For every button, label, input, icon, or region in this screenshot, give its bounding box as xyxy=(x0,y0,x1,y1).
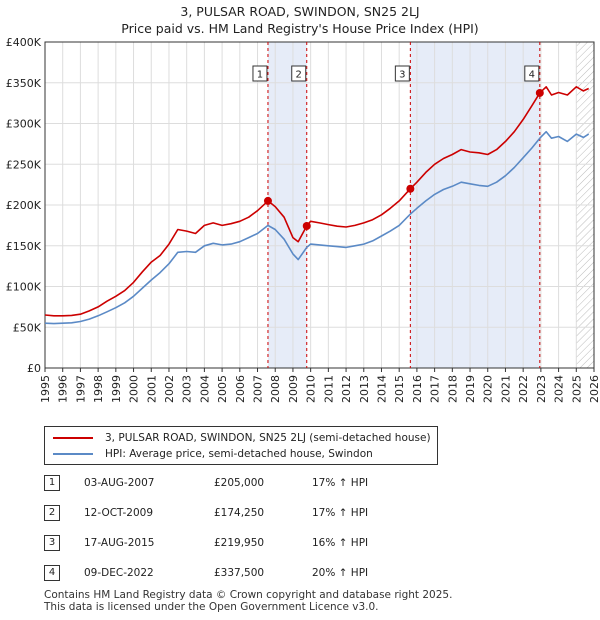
x-tick-label: 2008 xyxy=(269,375,282,403)
sale-label: 1 xyxy=(257,70,263,81)
x-tick-label: 2012 xyxy=(340,375,353,403)
x-tick-label: 2024 xyxy=(553,375,566,403)
x-tick-label: 2007 xyxy=(252,375,265,403)
x-tick-label: 2004 xyxy=(198,375,211,403)
table-row: 3 17-AUG-2015 £219,950 16% ↑ HPI xyxy=(0,535,600,555)
x-tick-label: 2023 xyxy=(535,375,548,403)
y-tick-label: £250K xyxy=(6,158,42,171)
sale-price: £219,950 xyxy=(214,537,265,549)
chart-subtitle: Price paid vs. HM Land Registry's House … xyxy=(121,21,479,36)
footer: Contains HM Land Registry data © Crown c… xyxy=(44,589,452,613)
x-tick-label: 2018 xyxy=(446,375,459,403)
y-tick-label: £400K xyxy=(6,36,42,49)
x-tick-label: 2001 xyxy=(145,375,158,403)
x-tick-label: 2005 xyxy=(216,375,229,403)
sale-date: 03-AUG-2007 xyxy=(84,477,155,489)
sale-hpi: 17% ↑ HPI xyxy=(312,507,369,519)
x-tick-label: 1999 xyxy=(110,375,123,403)
hpi-line xyxy=(44,130,590,325)
sale-hpi: 16% ↑ HPI xyxy=(312,537,369,549)
sale-number: 3 xyxy=(44,535,60,551)
legend-label-price: 3, PULSAR ROAD, SWINDON, SN25 2LJ (semi-… xyxy=(105,432,431,444)
x-tick-label: 2015 xyxy=(393,375,406,403)
sale-label: 3 xyxy=(399,70,405,81)
sale-label-box xyxy=(524,65,540,82)
sale-label: 4 xyxy=(529,70,535,81)
sale-hpi: 20% ↑ HPI xyxy=(312,567,369,579)
legend-label-hpi: HPI: Average price, semi-detached house,… xyxy=(105,448,373,460)
x-tick-label: 2011 xyxy=(322,375,335,403)
price-paid-line xyxy=(44,86,590,317)
footer-line-2: This data is licensed under the Open Gov… xyxy=(44,601,379,613)
y-tick-label: £350K xyxy=(6,77,42,90)
price-chart: £0 £50K £100K £150K £200K £250K £300K £350K £400… xyxy=(6,36,600,403)
legend-item-price: 3, PULSAR ROAD, SWINDON, SN25 2LJ (semi-… xyxy=(53,430,431,446)
x-tick-label: 2010 xyxy=(305,375,318,403)
y-tick-label: £150K xyxy=(6,240,42,253)
sale-date: 17-AUG-2015 xyxy=(84,537,155,549)
x-tick-label: 2014 xyxy=(375,375,388,403)
y-tick-label: £0 xyxy=(27,362,41,375)
table-row: 4 09-DEC-2022 £337,500 20% ↑ HPI xyxy=(0,565,600,585)
x-tick-label: 1995 xyxy=(39,375,52,403)
x-tick-label: 1998 xyxy=(92,375,105,403)
x-tick-label: 2000 xyxy=(128,375,141,403)
sale-label-box xyxy=(291,65,307,82)
sale-point xyxy=(406,184,415,193)
x-tick-label: 2020 xyxy=(482,375,495,403)
sale-date: 09-DEC-2022 xyxy=(84,567,154,579)
x-tick-label: 2026 xyxy=(588,375,600,403)
y-tick-label: £50K xyxy=(13,321,42,334)
x-tick-label: 1996 xyxy=(57,375,70,403)
table-row: 1 03-AUG-2007 £205,000 17% ↑ HPI xyxy=(0,475,600,495)
footer-line-1: Contains HM Land Registry data © Crown c… xyxy=(44,589,453,601)
sale-price: £337,500 xyxy=(214,567,265,579)
x-tick-label: 2016 xyxy=(411,375,424,403)
sale-price: £205,000 xyxy=(214,477,265,489)
x-tick-label: 2009 xyxy=(287,375,300,403)
x-tick-label: 2025 xyxy=(570,375,583,403)
legend: 3, PULSAR ROAD, SWINDON, SN25 2LJ (semi-… xyxy=(44,426,438,465)
sale-point xyxy=(302,221,311,230)
x-tick-label: 1997 xyxy=(74,375,87,403)
table-row: 2 12-OCT-2009 £174,250 17% ↑ HPI xyxy=(0,505,600,525)
x-tick-label: 2013 xyxy=(358,375,371,403)
x-tick-label: 2002 xyxy=(163,375,176,403)
sale-number: 2 xyxy=(44,505,60,521)
sale-number: 1 xyxy=(44,475,60,491)
sale-price: £174,250 xyxy=(214,507,265,519)
sale-label: 2 xyxy=(296,70,302,81)
x-tick-label: 2019 xyxy=(464,375,477,403)
legend-swatch-hpi xyxy=(53,453,93,455)
x-tick-label: 2021 xyxy=(499,375,512,403)
sale-label-box xyxy=(252,65,268,82)
y-tick-label: £300K xyxy=(6,118,42,131)
plot-frame xyxy=(44,41,595,369)
x-tick-label: 2003 xyxy=(181,375,194,403)
sale-point xyxy=(263,196,272,205)
sale-date: 12-OCT-2009 xyxy=(84,507,153,519)
legend-swatch-price xyxy=(53,437,93,439)
y-tick-label: £200K xyxy=(6,199,42,212)
sale-point xyxy=(535,88,544,97)
sale-label-box xyxy=(394,65,410,82)
sale-number: 4 xyxy=(44,565,60,581)
chart-title: 3, PULSAR ROAD, SWINDON, SN25 2LJ xyxy=(180,4,420,19)
y-tick-label: £100K xyxy=(6,281,42,294)
x-tick-label: 2022 xyxy=(517,375,530,403)
legend-item-hpi: HPI: Average price, semi-detached house,… xyxy=(53,446,373,462)
x-tick-label: 2017 xyxy=(429,375,442,403)
sale-hpi: 17% ↑ HPI xyxy=(312,477,369,489)
x-tick-label: 2006 xyxy=(234,375,247,403)
